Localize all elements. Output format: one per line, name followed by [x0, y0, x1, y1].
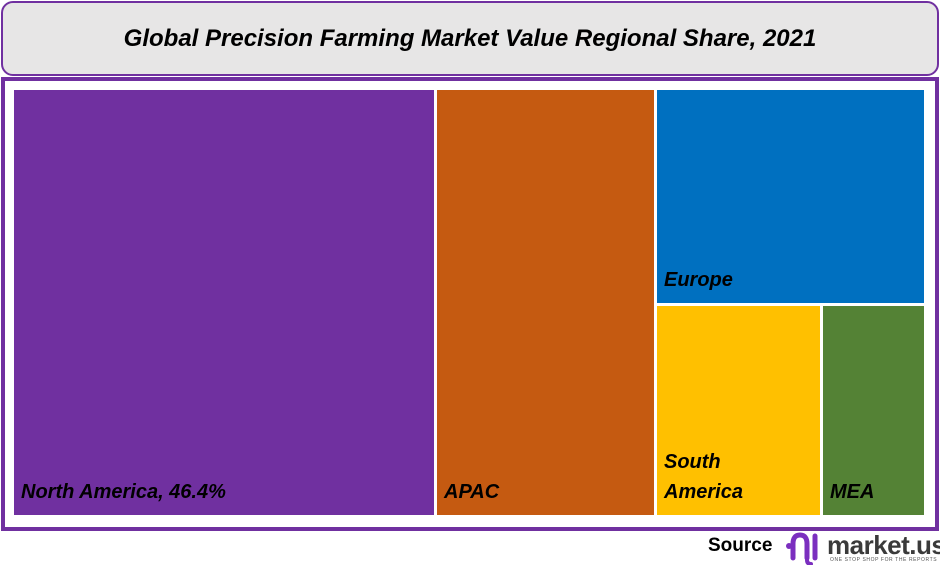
logo-tagline: ONE STOP SHOP FOR THE REPORTS [830, 557, 938, 563]
tile-label-mea: MEA [830, 481, 875, 503]
tile-label-north-america: North America, 46.4% [21, 481, 226, 503]
tile-label-europe: Europe [664, 269, 733, 291]
market-us-logo-icon [786, 532, 818, 565]
tile-south-america: South America [657, 306, 820, 515]
tile-apac: APAC [437, 90, 654, 515]
tile-label-south-america-line2: America [664, 481, 743, 503]
market-us-logo[interactable]: market.us ONE STOP SHOP FOR THE REPORTS [785, 530, 940, 565]
logo-wordmark: market.us [827, 530, 940, 560]
tile-north-america: North America, 46.4% [14, 90, 434, 515]
tile-label-south-america-line1: South [664, 451, 721, 473]
tile-label-south-america: South America [664, 447, 743, 507]
chart-title-box: Global Precision Farming Market Value Re… [1, 1, 939, 76]
tile-label-apac: APAC [444, 481, 500, 503]
tile-europe: Europe [657, 90, 924, 303]
tile-mea: MEA [823, 306, 924, 515]
chart-title: Global Precision Farming Market Value Re… [123, 24, 817, 52]
source-label: Source [708, 535, 773, 556]
